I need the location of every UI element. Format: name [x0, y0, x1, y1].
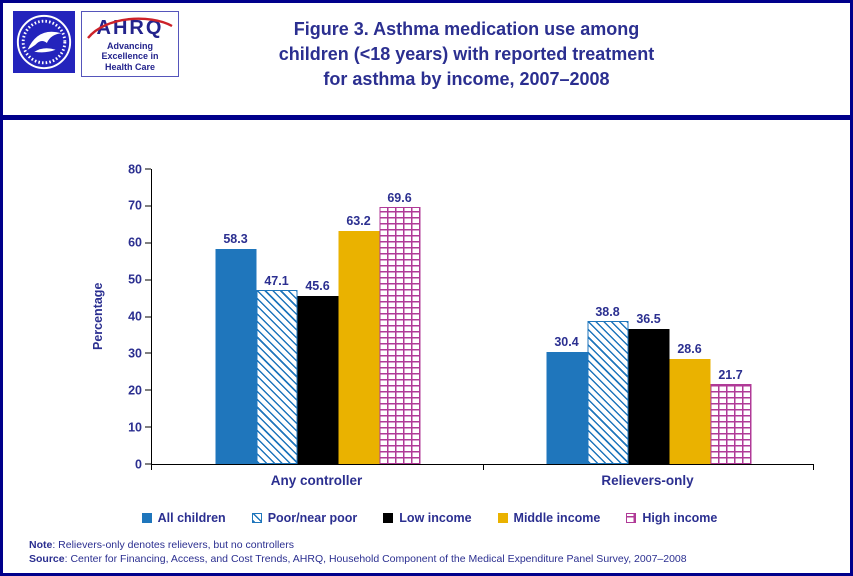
plot-area: 0 10 20 30 40 50 60 70 80 58.3 47.1 45.6 63.2 69.6 30… — [128, 163, 814, 470]
y-tick-mark — [145, 242, 151, 244]
y-tick-label: 80 — [128, 161, 142, 176]
y-tick-label: 40 — [128, 309, 142, 324]
logo-group: AHRQ Advancing Excellence in Health Care — [3, 3, 179, 77]
legend-item: High income — [626, 511, 717, 525]
bar-slot: 58.3 — [215, 169, 256, 464]
note-label: Note — [29, 538, 53, 551]
legend-swatch-icon — [497, 513, 508, 523]
y-tick-label: 0 — [135, 456, 142, 471]
bar-value-label: 38.8 — [595, 304, 620, 319]
legend: All children Poor/near poor Low income Midd… — [3, 511, 850, 525]
legend-swatch-icon — [251, 513, 262, 523]
y-tick-label: 30 — [128, 346, 142, 361]
ahrq-tagline: Advancing Excellence in Health Care — [101, 41, 158, 72]
y-tick-mark — [145, 352, 151, 354]
legend-label: Low income — [399, 511, 472, 525]
footnotes: Note: Relievers-only denotes relievers, … — [29, 538, 687, 566]
legend-swatch-icon — [626, 513, 637, 523]
legend-swatch-icon — [383, 513, 394, 523]
ahrq-tagline-line: Excellence in — [101, 51, 159, 62]
y-tick-label: 60 — [128, 235, 142, 250]
bar-value-label: 45.6 — [305, 278, 330, 293]
source-text: : Center for Financing, Access, and Cost… — [64, 552, 687, 565]
legend-label: Middle income — [513, 511, 601, 525]
y-tick-mark — [145, 316, 151, 317]
x-category-label: Relievers-only — [601, 473, 694, 488]
bar-middle-income: 63.2 — [338, 214, 379, 464]
bar-slot: 30.4 — [546, 169, 587, 464]
legend-item: Poor/near poor — [251, 511, 358, 525]
y-tick-label: 70 — [128, 198, 142, 213]
y-tick-label: 10 — [128, 419, 142, 434]
bar-group: 58.3 47.1 45.6 63.2 69.6 — [152, 169, 483, 464]
bar-slot: 21.7 — [710, 169, 751, 464]
legend-item: Low income — [383, 511, 472, 525]
note-text: : Relievers-only denotes relievers, but … — [52, 538, 294, 551]
bar-slot: 38.8 — [587, 169, 628, 464]
source-label: Source — [29, 552, 65, 565]
header: AHRQ Advancing Excellence in Health Care… — [3, 3, 850, 115]
figure-title: Figure 3. Asthma medication use among ch… — [179, 3, 754, 93]
bar-value-label: 21.7 — [718, 367, 743, 382]
bar-all-children: 58.3 — [215, 232, 256, 464]
figure-title-line: for asthma by income, 2007–2008 — [323, 69, 610, 90]
bar-slot: 45.6 — [297, 169, 338, 464]
ahrq-tagline-line: Health Care — [104, 61, 155, 72]
header-divider — [3, 115, 850, 120]
figure-title-line: children (<18 years) with reported treat… — [278, 44, 655, 65]
bar-value-label: 30.4 — [554, 334, 579, 349]
chart-area: Percentage 0 10 20 30 40 50 60 70 80 58.3 47.1 45.… — [3, 121, 850, 531]
bar-value-label: 47.1 — [264, 274, 289, 289]
bar-middle-income: 28.6 — [669, 342, 710, 464]
bar-cluster: 58.3 47.1 45.6 63.2 69.6 — [215, 169, 420, 464]
y-tick-mark — [145, 205, 151, 207]
legend-label: All children — [157, 511, 226, 525]
bar-group: 30.4 38.8 36.5 28.6 21.7 — [483, 169, 814, 464]
bar-all-children: 30.4 — [546, 335, 587, 464]
ahrq-tagline-line: Advancing — [106, 41, 153, 51]
bar-slot: 36.5 — [628, 169, 669, 464]
legend-label: High income — [642, 511, 718, 525]
y-axis-title: Percentage — [91, 282, 105, 351]
x-axis-labels: Any controller Relievers-only — [151, 473, 813, 488]
bar-slot: 69.6 — [379, 169, 420, 464]
bar-low-income: 36.5 — [628, 312, 669, 464]
hhs-seal-icon — [13, 11, 75, 73]
bar-low-income: 45.6 — [297, 279, 338, 464]
y-tick-mark — [145, 389, 151, 391]
bar-poor-near-poor: 47.1 — [256, 274, 297, 464]
note-line: Note: Relievers-only denotes relievers, … — [29, 538, 687, 552]
y-tick-mark — [145, 279, 151, 281]
legend-item: All children — [141, 511, 226, 525]
bar-value-label: 69.6 — [387, 191, 412, 206]
ahrq-logo: AHRQ Advancing Excellence in Health Care — [81, 11, 179, 77]
bar-slot: 63.2 — [338, 169, 379, 464]
y-tick-mark — [145, 168, 151, 170]
legend-item: Middle income — [497, 511, 601, 525]
bar-value-label: 58.3 — [223, 232, 248, 247]
bar-high-income: 69.6 — [379, 191, 420, 464]
category-tick — [813, 464, 814, 470]
bar-value-label: 63.2 — [346, 213, 371, 228]
x-category-label: Any controller — [270, 473, 363, 488]
bar-high-income: 21.7 — [710, 368, 751, 464]
y-tick-mark — [145, 463, 151, 465]
ahrq-wordmark: AHRQ — [96, 17, 164, 39]
y-tick-mark — [145, 426, 151, 428]
bar-poor-near-poor: 38.8 — [587, 305, 628, 464]
bar-value-label: 36.5 — [636, 312, 661, 327]
y-tick-label: 50 — [128, 272, 142, 287]
category-tick — [151, 464, 152, 470]
bar-slot: 47.1 — [256, 169, 297, 464]
category-tick — [483, 464, 484, 470]
source-line: Source: Center for Financing, Access, an… — [29, 552, 687, 566]
legend-swatch-icon — [141, 513, 152, 523]
bar-slot: 28.6 — [669, 169, 710, 464]
figure-title-line: Figure 3. Asthma medication use among — [293, 19, 640, 39]
bar-cluster: 30.4 38.8 36.5 28.6 21.7 — [546, 169, 751, 464]
y-tick-label: 20 — [128, 383, 142, 397]
legend-label: Poor/near poor — [267, 511, 358, 525]
bar-value-label: 28.6 — [677, 341, 702, 356]
